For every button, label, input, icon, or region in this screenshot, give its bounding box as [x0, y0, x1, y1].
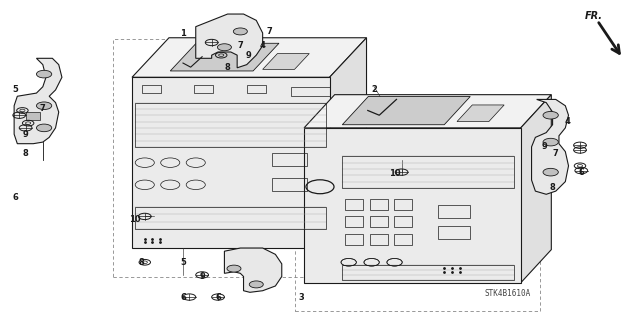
Circle shape [218, 44, 232, 51]
Text: 4: 4 [260, 41, 266, 50]
Text: 8: 8 [550, 183, 556, 192]
Circle shape [543, 111, 558, 119]
Text: 7: 7 [266, 27, 272, 36]
Polygon shape [457, 105, 504, 122]
Polygon shape [170, 43, 279, 71]
Text: 10: 10 [129, 215, 141, 224]
Circle shape [36, 102, 52, 109]
Polygon shape [330, 38, 367, 248]
Text: 9: 9 [199, 272, 205, 281]
Bar [342, 156, 515, 188]
Bar [370, 234, 388, 245]
Circle shape [249, 281, 263, 288]
Text: 6: 6 [12, 193, 19, 202]
Text: 4: 4 [564, 117, 570, 126]
Bar [246, 85, 266, 93]
Text: 9: 9 [23, 130, 28, 139]
Text: 7: 7 [553, 149, 559, 158]
Text: STK4B1610A: STK4B1610A [485, 289, 531, 298]
Circle shape [227, 265, 241, 272]
Bar [113, 39, 362, 277]
Text: 6: 6 [579, 168, 584, 177]
Text: 2: 2 [371, 85, 377, 94]
Text: 3: 3 [298, 293, 304, 301]
Bar [438, 226, 470, 239]
Bar [272, 178, 307, 191]
Polygon shape [196, 14, 262, 68]
Bar [370, 199, 388, 210]
Circle shape [36, 124, 52, 132]
Bar [342, 265, 515, 280]
Polygon shape [532, 100, 568, 194]
Bar [346, 199, 364, 210]
Bar [141, 85, 161, 93]
Polygon shape [521, 95, 551, 283]
Bar [370, 216, 388, 227]
Text: 9: 9 [246, 51, 252, 60]
Bar [291, 87, 330, 96]
Bar [194, 85, 213, 93]
Text: 9: 9 [541, 142, 547, 151]
Text: 8: 8 [139, 258, 145, 267]
Text: 10: 10 [388, 169, 401, 178]
Bar [135, 103, 326, 147]
Bar [132, 77, 330, 248]
Bar [26, 112, 40, 120]
Bar [272, 153, 307, 166]
Text: 5: 5 [12, 85, 19, 94]
Bar [135, 207, 326, 229]
Polygon shape [262, 54, 309, 69]
Bar [346, 216, 364, 227]
Bar [304, 128, 521, 283]
Circle shape [543, 168, 558, 176]
Circle shape [36, 70, 52, 78]
Bar [346, 234, 364, 245]
Text: 1: 1 [180, 28, 186, 38]
Text: 6: 6 [180, 293, 186, 301]
Circle shape [543, 138, 558, 146]
Bar [394, 234, 412, 245]
Bar [394, 216, 412, 227]
Text: 7: 7 [40, 104, 45, 113]
Bar [438, 205, 470, 218]
Polygon shape [342, 96, 470, 125]
Text: 8: 8 [23, 149, 28, 158]
Text: FR.: FR. [584, 11, 602, 21]
Circle shape [234, 28, 247, 35]
Text: 6: 6 [215, 293, 221, 301]
Text: 7: 7 [237, 41, 243, 50]
Bar [294, 103, 540, 311]
Polygon shape [132, 38, 367, 77]
Polygon shape [304, 95, 551, 128]
Bar [394, 199, 412, 210]
Polygon shape [14, 58, 62, 144]
Text: 5: 5 [180, 258, 186, 267]
Polygon shape [225, 248, 282, 292]
Text: 8: 8 [225, 63, 230, 72]
